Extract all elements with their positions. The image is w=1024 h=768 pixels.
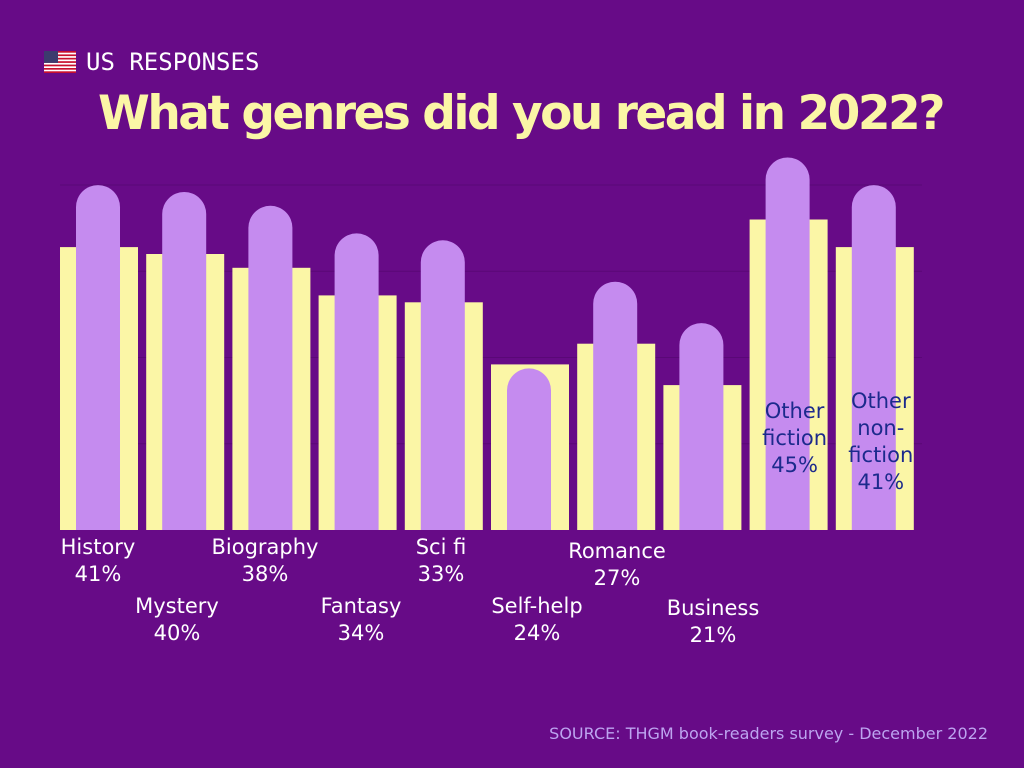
bar-category-label: Other <box>765 399 825 423</box>
bar-front-3 <box>334 233 379 530</box>
bar-label-5: Self-help 24% <box>491 594 582 645</box>
bar-front-8 <box>765 157 810 530</box>
bar-front-1 <box>162 192 207 530</box>
bar-front-4 <box>420 240 465 530</box>
bar-category-label: History <box>61 535 136 559</box>
bar-front-6 <box>593 281 638 530</box>
bar-category-label: fiction <box>762 426 827 450</box>
header: US RESPONSES <box>44 48 259 76</box>
bar-value-label: 27% <box>594 566 641 590</box>
bar-category-label: Biography <box>212 535 319 559</box>
bar-label-2: Biography 38% <box>212 535 319 586</box>
bar-value-label: 41% <box>75 562 122 586</box>
bar-front-9 <box>851 185 896 530</box>
bar-value-label: 40% <box>154 621 201 645</box>
bar-value-label: 34% <box>338 621 385 645</box>
bar-value-label: 33% <box>418 562 465 586</box>
bar-category-label: Fantasy <box>321 594 402 618</box>
bar-label-8: Other fiction 45% <box>762 399 827 477</box>
bar-category-label: non- <box>857 416 904 440</box>
bar-label-1: Mystery 40% <box>135 594 219 645</box>
bar-label-6: Romance 27% <box>568 539 666 590</box>
bar-category-label: Business <box>667 596 760 620</box>
bar-front-7 <box>679 323 724 530</box>
bar-value-label: 24% <box>514 621 561 645</box>
bar-front-0 <box>76 185 120 530</box>
bar-front-5 <box>507 368 551 530</box>
bar-label-7: Business 21% <box>667 596 760 647</box>
source-note: SOURCE: THGM book-readers survey - Decem… <box>549 724 988 743</box>
bar-category-label: Mystery <box>135 594 219 618</box>
bar-label-0: History 41% <box>61 535 136 586</box>
bar-category-label: Sci fi <box>416 535 467 559</box>
bar-front-2 <box>248 205 293 531</box>
bar-category-label: fiction <box>848 443 913 467</box>
bar-value-label: 21% <box>690 623 737 647</box>
bar-label-9: Other non-fiction 41% <box>848 389 913 494</box>
bar-value-label: 41% <box>857 470 904 494</box>
bar-label-3: Fantasy 34% <box>321 594 402 645</box>
subtitle: US RESPONSES <box>86 48 260 76</box>
bar-category-label: Romance <box>568 539 666 563</box>
bar-label-4: Sci fi 33% <box>416 535 467 586</box>
bar-value-label: 38% <box>242 562 289 586</box>
bar-category-label: Other <box>851 389 911 413</box>
chart-title: What genres did you read in 2022? <box>98 86 946 141</box>
bar-category-label: Self-help <box>491 594 582 618</box>
bar-value-label: 45% <box>771 453 818 477</box>
us-flag-icon <box>44 51 76 73</box>
